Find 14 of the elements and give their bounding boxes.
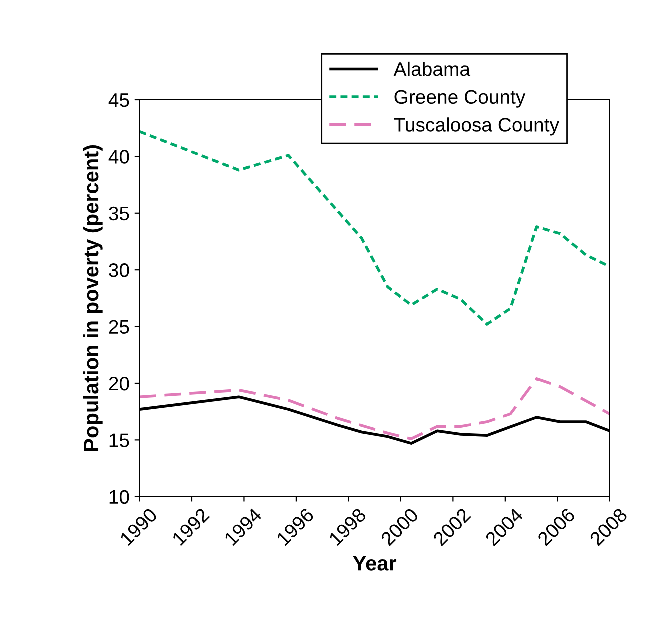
y-axis-title: Population in poverty (percent) [83, 146, 103, 451]
x-axis-title: Year [353, 556, 397, 571]
y-tick-label: 15 [110, 434, 130, 448]
y-tick-label: 25 [109, 320, 130, 334]
y-tick-label: 30 [109, 264, 130, 278]
legend-label: Alabama [394, 62, 471, 76]
y-tick-label: 40 [108, 150, 130, 164]
legend-label: Tuscaloosa County [394, 118, 560, 136]
y-tick-label: 20 [109, 376, 130, 391]
y-tick-label: 10 [110, 490, 130, 504]
y-tick-label: 45 [108, 94, 130, 108]
legend-label: Greene County [394, 90, 526, 108]
y-tick-label: 35 [109, 206, 130, 221]
line-series [140, 378, 610, 440]
